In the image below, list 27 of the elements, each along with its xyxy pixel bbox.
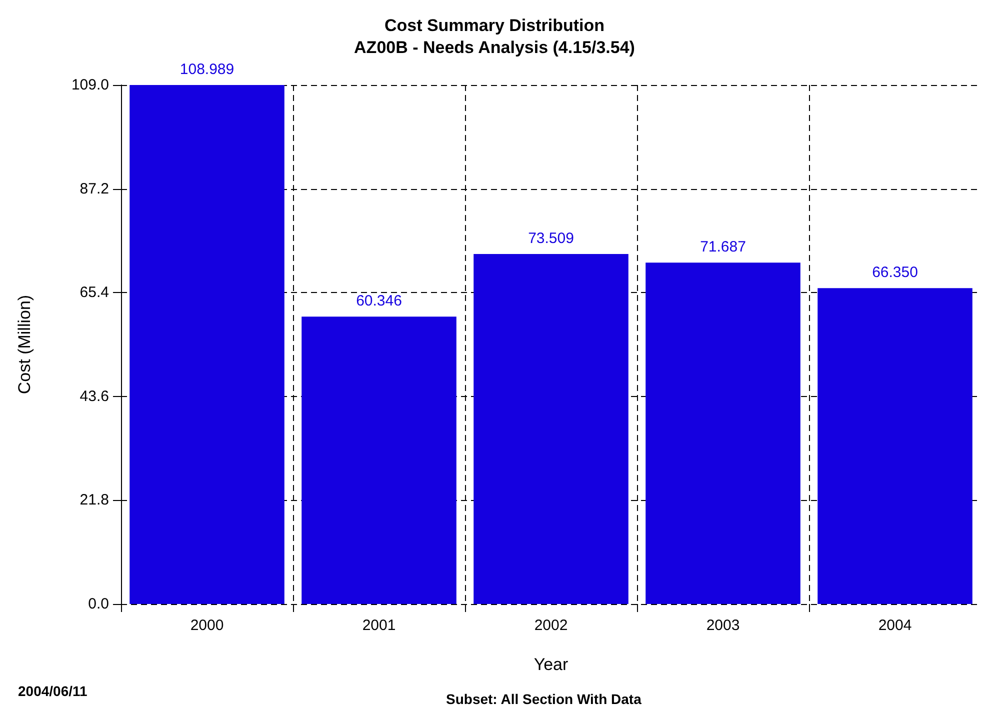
x-tick-label: 2004 bbox=[878, 617, 912, 634]
y-tick-label: 87.2 bbox=[80, 180, 109, 198]
y-tick-label: 43.6 bbox=[80, 388, 109, 405]
bar bbox=[130, 85, 284, 604]
bar bbox=[302, 316, 456, 604]
x-tick-label: 2000 bbox=[190, 617, 224, 634]
text: 2004/06/11 bbox=[18, 683, 88, 699]
y-tick-label: 21.8 bbox=[80, 492, 109, 509]
y-tick-label: 65.4 bbox=[80, 284, 109, 302]
x-tick-label: 2002 bbox=[534, 617, 568, 634]
bar bbox=[474, 254, 628, 604]
bar bbox=[818, 288, 972, 604]
x-tick-label: 2003 bbox=[706, 617, 740, 634]
x-tick-label: 2001 bbox=[362, 617, 396, 634]
chart-subtitle: AZ00B - Needs Analysis (4.15/3.54) bbox=[354, 38, 635, 57]
data-label: 73.509 bbox=[528, 230, 574, 247]
data-label: 60.346 bbox=[356, 292, 402, 310]
chart-title: Cost Summary Distribution bbox=[384, 16, 605, 35]
bar bbox=[646, 262, 800, 604]
y-tick-label: 0.0 bbox=[88, 596, 109, 612]
data-label: 66.350 bbox=[872, 264, 918, 282]
data-label: 71.687 bbox=[700, 238, 746, 256]
y-tick-label: 109.0 bbox=[71, 76, 109, 94]
x-axis-title: Year bbox=[534, 655, 569, 674]
y-axis-title: Cost (Million) bbox=[15, 294, 34, 394]
data-label: 108.989 bbox=[180, 61, 234, 78]
text: Subset: All Section With Data bbox=[446, 691, 642, 707]
